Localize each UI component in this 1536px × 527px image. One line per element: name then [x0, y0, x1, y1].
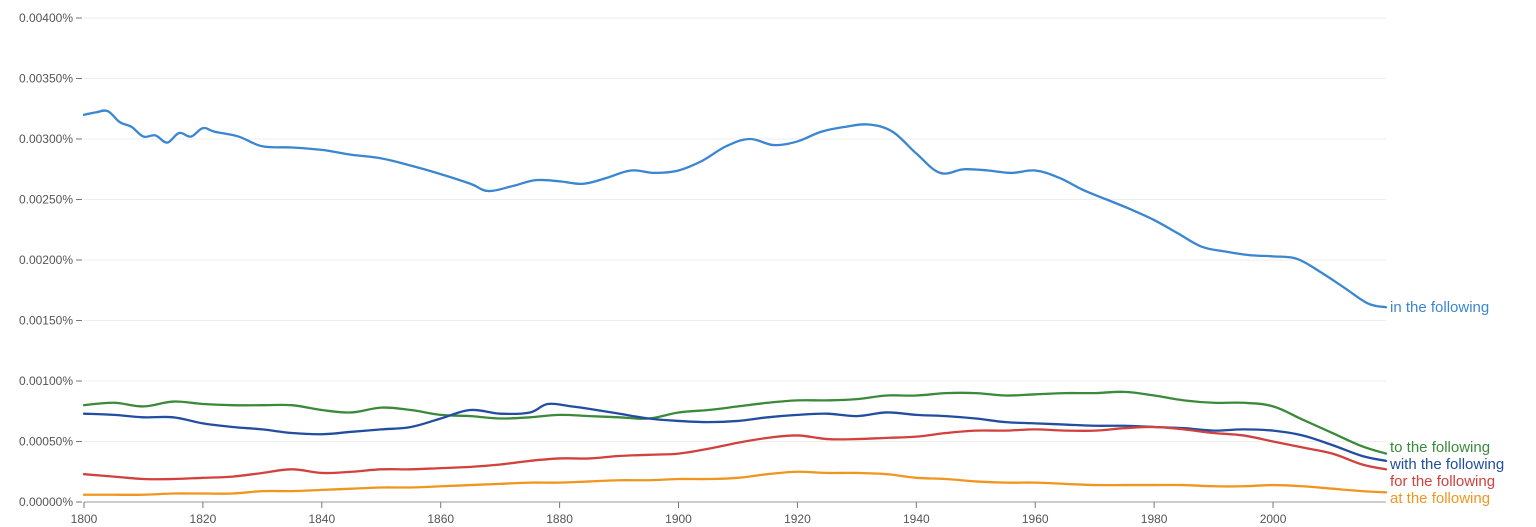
grid-layer [84, 17, 1386, 442]
series-label-in-the-following[interactable]: in the following [1390, 299, 1489, 316]
x-tick-label: 1920 [784, 512, 811, 526]
series-line-to-the-following[interactable] [82, 390, 1388, 455]
x-tick-label: 1940 [903, 512, 930, 526]
x-tick-label: 1900 [665, 512, 692, 526]
series-label-with-the-following[interactable]: with the following [1389, 456, 1504, 473]
y-tick-label: 0.00000% [19, 495, 73, 509]
series-label-for-the-following[interactable]: for the following [1390, 473, 1495, 490]
x-tick-label: 1960 [1022, 512, 1049, 526]
y-tick-label: 0.00200% [19, 253, 73, 267]
y-tick-label: 0.00250% [19, 193, 73, 207]
y-tick-label: 0.00350% [19, 72, 73, 86]
series-label-at-the-following[interactable]: at the following [1390, 490, 1490, 507]
y-tick-label: 0.00150% [19, 314, 73, 328]
series-line-in-the-following[interactable] [82, 109, 1388, 309]
x-tick-label: 1800 [71, 512, 98, 526]
y-tick-label: 0.00050% [19, 435, 73, 449]
series-layer [82, 109, 1388, 496]
x-tick-label: 1860 [427, 512, 454, 526]
x-tick-label: 2000 [1260, 512, 1287, 526]
x-tick-label: 1980 [1141, 512, 1168, 526]
y-tick-label: 0.00300% [19, 132, 73, 146]
series-line-with-the-following[interactable] [82, 402, 1388, 463]
x-axis: 1800 1820 1840 1860 1880 1900 1920 1940 1960 1980… [71, 501, 1386, 526]
y-tick-label: 0.00100% [19, 374, 73, 388]
y-tick-label: 0.00400% [19, 11, 73, 25]
series-label-to-the-following[interactable]: to the following [1390, 439, 1490, 456]
series-line-for-the-following[interactable] [82, 425, 1388, 481]
x-tick-label: 1820 [190, 512, 217, 526]
series-line-at-the-following[interactable] [82, 470, 1388, 496]
x-tick-label: 1840 [308, 512, 335, 526]
x-tick-label: 1880 [546, 512, 573, 526]
y-axis: 0.00400% 0.00350% 0.00300% 0.00250% 0.00200%… [19, 11, 82, 509]
